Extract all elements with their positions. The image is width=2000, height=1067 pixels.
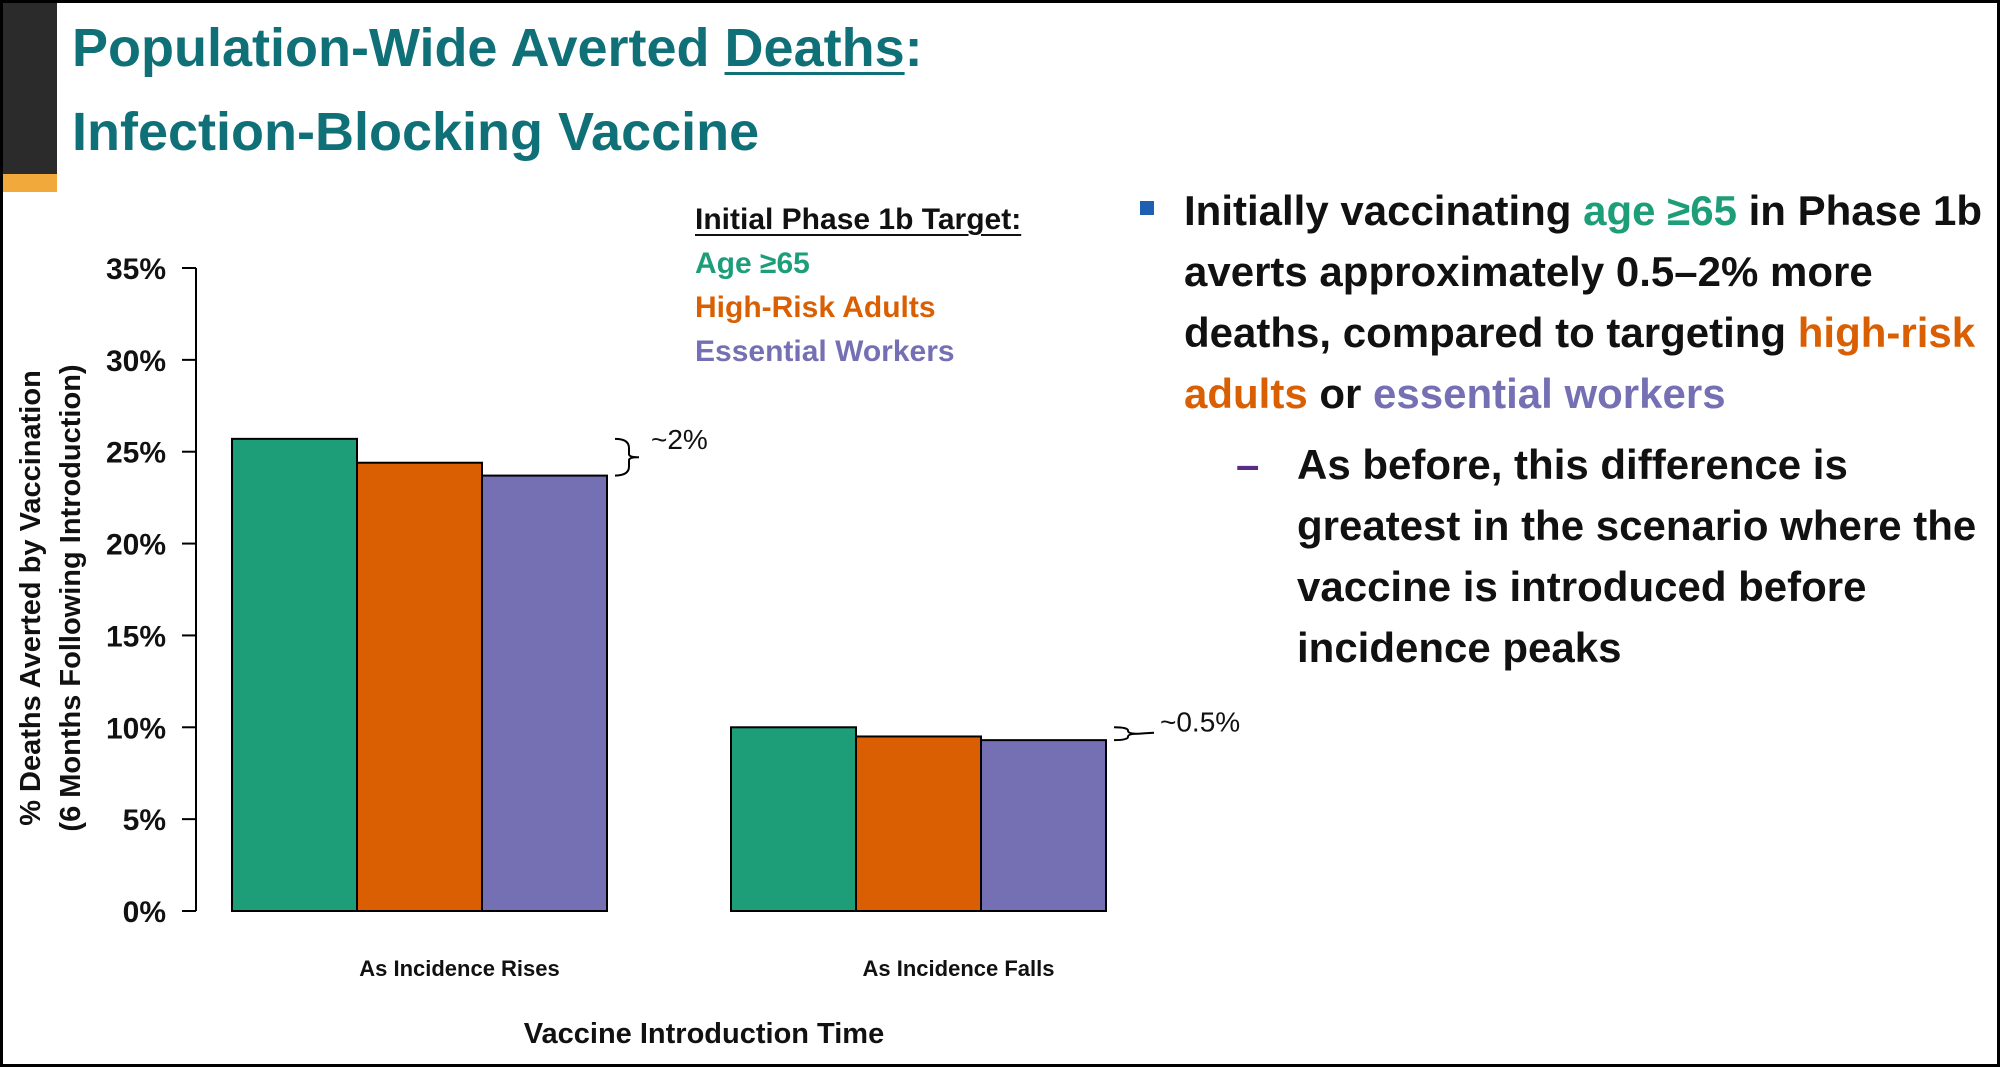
- y-tick-label: 20%: [106, 529, 166, 562]
- x-axis-labels: As Incidence Rises As Incidence Falls: [359, 956, 1054, 981]
- legend-item-high-risk: High-Risk Adults: [695, 291, 936, 324]
- x-tick-label: As Incidence Rises: [359, 956, 560, 981]
- y-tick-label: 0%: [123, 896, 166, 929]
- difference-label: ~2%: [651, 424, 708, 455]
- bars-group: [231, 437, 1107, 912]
- square-bullet-icon: [1140, 201, 1154, 215]
- y-tick-label: 30%: [106, 345, 166, 378]
- bar: [231, 437, 358, 912]
- y-tick-label: 25%: [106, 437, 166, 470]
- brace-pointer: [1137, 731, 1155, 735]
- title-prefix: Population-Wide Averted: [72, 18, 725, 78]
- difference-brace: [1113, 726, 1139, 742]
- bar: [980, 739, 1107, 912]
- x-tick-label: As Incidence Falls: [863, 956, 1055, 981]
- legend-title: Initial Phase 1b Target:: [695, 203, 1022, 236]
- bullet-points: Initially vaccinating age ≥65 in Phase 1…: [1140, 180, 1990, 678]
- y-tick-label: 35%: [106, 253, 166, 286]
- title-underlined-word: Deaths: [724, 18, 905, 78]
- bar: [356, 461, 483, 912]
- bullet-highlight-high-risk: high-risk adults: [1184, 309, 1976, 417]
- bar: [481, 474, 608, 912]
- y-tick-label: 10%: [106, 712, 166, 745]
- bar: [855, 735, 982, 912]
- y-axis: 0% 5% 10% 15% 20% 25% 30% 35%: [106, 253, 197, 929]
- difference-label: ~0.5%: [1160, 707, 1240, 738]
- x-axis-title: Vaccine Introduction Time: [524, 1018, 884, 1050]
- bullet-sub: – As before, this difference is greatest…: [1140, 434, 1990, 678]
- difference-brace: [614, 437, 640, 477]
- sub-bullet-text: As before, this difference is greatest i…: [1297, 441, 1977, 671]
- y-axis-title-line-1: % Deaths Averted by Vaccination: [15, 370, 47, 826]
- title-suffix: :: [904, 18, 923, 78]
- bullet-highlight-age65: age ≥65: [1583, 187, 1737, 234]
- y-axis-title-line-2: (6 Months Following Introduction): [55, 364, 87, 831]
- bullet-text-3: or: [1307, 370, 1374, 417]
- annotations-group: ~2% ~0.5%: [614, 424, 1240, 742]
- legend-item-age65: Age ≥65: [695, 247, 810, 280]
- chart-legend: Initial Phase 1b Target: Age ≥65 High-Ri…: [695, 198, 1021, 374]
- bullet-main: Initially vaccinating age ≥65 in Phase 1…: [1140, 180, 1990, 424]
- title-line-2: Infection-Blocking Vaccine: [72, 102, 760, 162]
- slide-title: Population-Wide Averted Deaths: Infectio…: [72, 6, 923, 174]
- bar: [730, 726, 857, 912]
- corner-accent-gold: [3, 174, 57, 192]
- y-tick-label: 5%: [123, 804, 166, 837]
- bullet-highlight-essential: essential workers: [1373, 370, 1726, 417]
- corner-accent-dark: [3, 3, 57, 174]
- title-line-1: Population-Wide Averted Deaths:: [72, 6, 923, 90]
- legend-item-essential: Essential Workers: [695, 335, 955, 368]
- bullet-text-1: Initially vaccinating: [1184, 187, 1584, 234]
- bullet-text-2: in Phase 1b averts approximately 0.5–2% …: [1184, 187, 1983, 356]
- dash-bullet-icon: –: [1236, 441, 1260, 488]
- y-tick-label: 15%: [106, 620, 166, 653]
